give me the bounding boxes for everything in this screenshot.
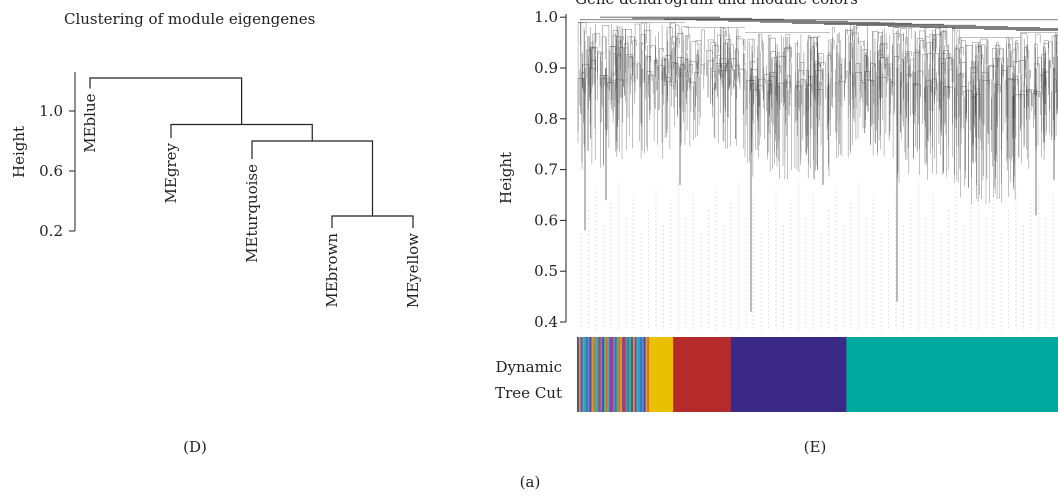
gene-guide-lines [580, 180, 1054, 330]
gene-dendrogram-deep-branches [584, 68, 1055, 312]
module-color-stripe [593, 337, 596, 412]
panel-d-ylabel: Height [10, 126, 28, 178]
module-color-segment [673, 337, 732, 412]
module-color-stripe [591, 337, 594, 412]
panel-d: Clustering of module eigengenes Height 0… [10, 10, 422, 456]
dendrogram-merge [170, 123, 313, 141]
module-color-stripe [607, 337, 610, 412]
module-color-stripe [643, 337, 646, 412]
module-color-stripe [631, 337, 634, 412]
panel-e-y-tick-label: 0.8 [534, 110, 558, 128]
module-color-segment [730, 337, 847, 412]
module-color-stripe [622, 337, 625, 412]
dendrogram-merge [331, 215, 414, 228]
module-color-stripe [582, 337, 585, 412]
module-color-stripe [580, 337, 583, 412]
module-color-stripe [586, 337, 589, 412]
module-color-stripe [614, 337, 618, 412]
module-color-stripe [636, 337, 639, 412]
module-color-stripe [638, 337, 641, 412]
module-color-segment [649, 337, 674, 412]
panel-e-y-tick-label: 0.7 [534, 161, 558, 179]
module-color-stripe [609, 337, 612, 412]
module-color-stripe [616, 337, 619, 412]
module-color-stripe [589, 337, 592, 412]
eigengene-dendrogram [89, 77, 414, 228]
module-color-stripe [602, 337, 605, 412]
module-color-bar [577, 337, 1058, 412]
dendrogram-merge [89, 77, 243, 125]
eigengene-leaf-labels: MEblue MEgrey MEturquoise MEbrown MEyellow [81, 93, 422, 308]
color-bar-label-line1: Dynamic [495, 358, 562, 376]
module-color-stripe [613, 337, 616, 412]
leaf-label-meyellow: MEyellow [404, 233, 422, 308]
panel-e-ylabel: Height [497, 152, 515, 204]
gene-dendrogram-top-merges [580, 16, 1058, 31]
module-color-stripe [604, 337, 607, 412]
module-color-stripe [625, 337, 628, 412]
figure-label: (a) [520, 473, 541, 491]
module-color-stripe [623, 337, 627, 412]
module-color-stripe [587, 337, 591, 412]
panel-e-y-tick-label: 0.4 [534, 313, 558, 331]
color-bar-label-line2: Tree Cut [495, 384, 562, 402]
panel-d-y-tick-label: 0.6 [39, 162, 63, 180]
panel-d-title: Clustering of module eigengenes [64, 10, 315, 28]
module-color-stripe [598, 337, 601, 412]
module-color-stripe [578, 337, 582, 412]
panel-d-y-tick-label: 0.2 [39, 222, 63, 240]
module-color-stripe [647, 337, 650, 412]
gene-dendrogram [577, 16, 1058, 312]
module-color-stripe [629, 337, 632, 412]
panel-d-y-ticks: 0.2 0.6 1.0 [39, 102, 75, 240]
panel-e-label: (E) [804, 438, 827, 456]
panel-e: Gene dendrogram and module colors Height… [495, 0, 1058, 456]
panel-e-title: Gene dendrogram and module colors [575, 0, 858, 8]
leaf-label-megrey: MEgrey [162, 142, 180, 203]
module-color-stripe [605, 337, 609, 412]
module-color-segment [846, 337, 1058, 412]
module-color-stripe [632, 337, 636, 412]
dendrogram-merge [251, 140, 374, 216]
leaf-label-meblue: MEblue [81, 93, 99, 152]
panel-e-y-tick-label: 0.9 [534, 59, 558, 77]
module-color-stripe [627, 337, 630, 412]
module-color-stripe [584, 337, 587, 412]
module-color-stripe [640, 337, 643, 412]
leaf-label-mebrown: MEbrown [323, 233, 341, 308]
module-color-stripe [595, 337, 598, 412]
module-color-stripe [600, 337, 603, 412]
panel-e-y-tick-label: 0.6 [534, 211, 558, 229]
module-color-stripe [577, 337, 580, 412]
panel-e-y-ticks: 0.4 0.5 0.6 0.7 0.8 0.9 1.0 [534, 8, 566, 331]
panel-d-label: (D) [183, 438, 207, 456]
leaf-label-meturquoise: MEturquoise [243, 164, 261, 263]
module-color-stripe [596, 337, 600, 412]
module-color-stripe [620, 337, 623, 412]
module-color-stripe [641, 337, 645, 412]
module-color-stripe [618, 337, 621, 412]
module-color-stripe [611, 337, 614, 412]
panel-d-y-tick-label: 1.0 [39, 102, 63, 120]
gene-dendrogram-branches [577, 22, 1058, 205]
panel-e-y-tick-label: 0.5 [534, 262, 558, 280]
module-color-stripe [645, 337, 648, 412]
panel-e-y-tick-label: 1.0 [534, 8, 558, 26]
module-color-stripe [634, 337, 637, 412]
